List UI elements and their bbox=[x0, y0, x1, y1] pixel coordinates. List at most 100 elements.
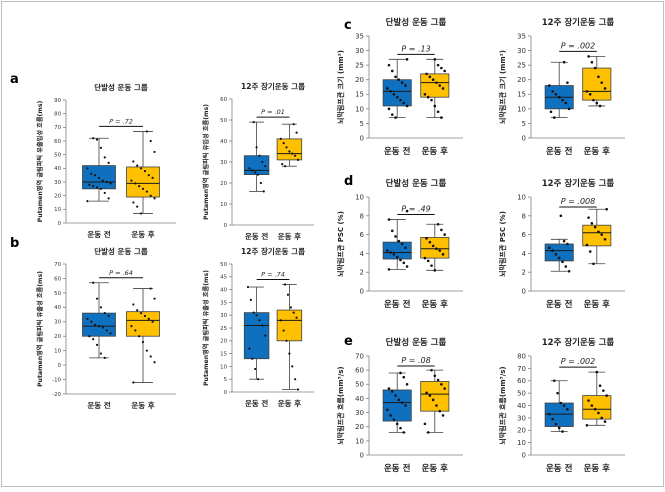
data-point bbox=[296, 158, 300, 161]
box-after bbox=[420, 58, 450, 119]
data-point bbox=[593, 66, 597, 70]
data-point bbox=[281, 163, 284, 166]
box-iqr bbox=[420, 73, 450, 98]
data-point bbox=[440, 116, 443, 119]
data-point bbox=[132, 303, 135, 306]
x-category-label: 운동 후 bbox=[422, 146, 449, 157]
data-point bbox=[103, 356, 106, 359]
data-point bbox=[103, 156, 106, 159]
y-tick-label: 4 bbox=[360, 250, 365, 258]
y-tick-label: 0 bbox=[522, 287, 526, 295]
y-tick-label: 0 bbox=[58, 221, 62, 227]
y-tick-label: 70 bbox=[54, 125, 61, 131]
x-category-label: 운동 전 bbox=[87, 229, 110, 239]
data-point bbox=[600, 81, 604, 84]
y-tick-label: 5 bbox=[360, 120, 364, 128]
x-category-label: 운동 전 bbox=[87, 400, 110, 410]
data-point bbox=[392, 92, 396, 96]
data-point bbox=[548, 246, 551, 250]
y-tick-label: 50 bbox=[517, 390, 526, 398]
data-point bbox=[588, 250, 592, 253]
data-point bbox=[256, 378, 260, 381]
data-point bbox=[136, 164, 139, 167]
chart-title: 12주 장기운동 그룹 bbox=[241, 81, 305, 91]
box-before bbox=[82, 137, 116, 203]
y-axis-label: Putamen영역 글림파틱 유입성 흐름(ms) bbox=[202, 104, 210, 220]
data-point bbox=[254, 171, 257, 174]
data-point bbox=[283, 283, 287, 286]
data-point bbox=[426, 259, 430, 263]
data-point bbox=[405, 265, 409, 268]
data-point bbox=[404, 246, 407, 250]
data-point bbox=[294, 378, 297, 381]
box-iqr bbox=[276, 309, 303, 342]
data-point bbox=[261, 160, 264, 164]
y-tick-label: 10 bbox=[220, 202, 227, 208]
y-tick-label: 0 bbox=[360, 134, 364, 142]
x-category-label: 운동 전 bbox=[546, 146, 573, 157]
y-tick-label: 30 bbox=[355, 47, 364, 55]
data-point bbox=[254, 367, 257, 371]
y-tick-label: 60 bbox=[355, 367, 364, 375]
y-tick-label: 5 bbox=[522, 120, 526, 128]
data-point bbox=[438, 409, 442, 413]
x-category-label: 운동 후 bbox=[278, 231, 301, 241]
data-point bbox=[248, 167, 251, 170]
data-point bbox=[249, 298, 252, 301]
data-point bbox=[139, 212, 143, 215]
chart-title: 12주 장기운동 그룹 bbox=[241, 246, 305, 256]
x-category-label: 운동 전 bbox=[546, 463, 573, 474]
chart-a-right: 0 10 20 30 40 50 60 12주 장기운동 그룹 Putamen영역 글림파틱 유… bbox=[202, 81, 314, 241]
data-point bbox=[397, 78, 401, 82]
y-tick-label: 10 bbox=[517, 439, 526, 447]
data-point bbox=[103, 312, 106, 315]
x-category-label: 운동 후 bbox=[584, 299, 611, 310]
data-point bbox=[107, 314, 110, 318]
y-tick-label: 35 bbox=[355, 32, 364, 40]
data-point bbox=[292, 123, 295, 126]
data-point bbox=[399, 98, 402, 102]
y-tick-label: 6 bbox=[522, 231, 527, 239]
y-tick-label: 60 bbox=[54, 276, 61, 282]
box-after bbox=[582, 55, 612, 108]
data-point bbox=[390, 229, 394, 233]
data-point bbox=[386, 249, 389, 252]
x-category-label: 운동 전 bbox=[384, 463, 411, 474]
data-point bbox=[433, 269, 437, 272]
y-tick-label: 30 bbox=[220, 160, 227, 166]
y-tick-label: 40 bbox=[220, 139, 227, 145]
y-tick-label: 2 bbox=[360, 269, 364, 277]
data-point bbox=[390, 390, 394, 393]
data-point bbox=[285, 146, 288, 149]
data-point bbox=[151, 320, 154, 323]
data-point bbox=[258, 319, 261, 322]
data-point bbox=[402, 261, 406, 265]
data-point bbox=[258, 154, 261, 157]
data-point bbox=[556, 391, 559, 395]
data-point bbox=[99, 306, 103, 309]
data-point bbox=[590, 404, 594, 407]
data-point bbox=[587, 399, 590, 402]
y-axis-label: Putamen영역 글림파틱 유출입성 흐름(ms) bbox=[36, 100, 44, 222]
box-iqr bbox=[126, 311, 160, 337]
y-tick-label: 8 bbox=[360, 212, 364, 220]
data-point bbox=[597, 411, 600, 415]
data-point bbox=[431, 398, 435, 402]
y-axis-label: 뇌막림프관 크기 (mm²) bbox=[498, 50, 507, 124]
y-tick-label: 40 bbox=[54, 305, 61, 311]
data-point bbox=[592, 262, 595, 266]
y-tick-label: 20 bbox=[517, 427, 526, 435]
data-point bbox=[392, 418, 396, 421]
y-tick-label: 60 bbox=[220, 97, 227, 103]
p-value-label: P = .13 bbox=[401, 44, 430, 53]
y-tick-label: 10 bbox=[220, 364, 227, 370]
y-tick-label: 20 bbox=[54, 194, 61, 200]
box-iqr bbox=[420, 237, 450, 259]
y-tick-label: 60 bbox=[517, 377, 526, 385]
data-point bbox=[143, 169, 147, 173]
data-point bbox=[261, 324, 264, 327]
y-tick-label: 50 bbox=[54, 291, 61, 297]
y-tick-label: -20 bbox=[52, 392, 61, 398]
data-point bbox=[430, 368, 433, 372]
